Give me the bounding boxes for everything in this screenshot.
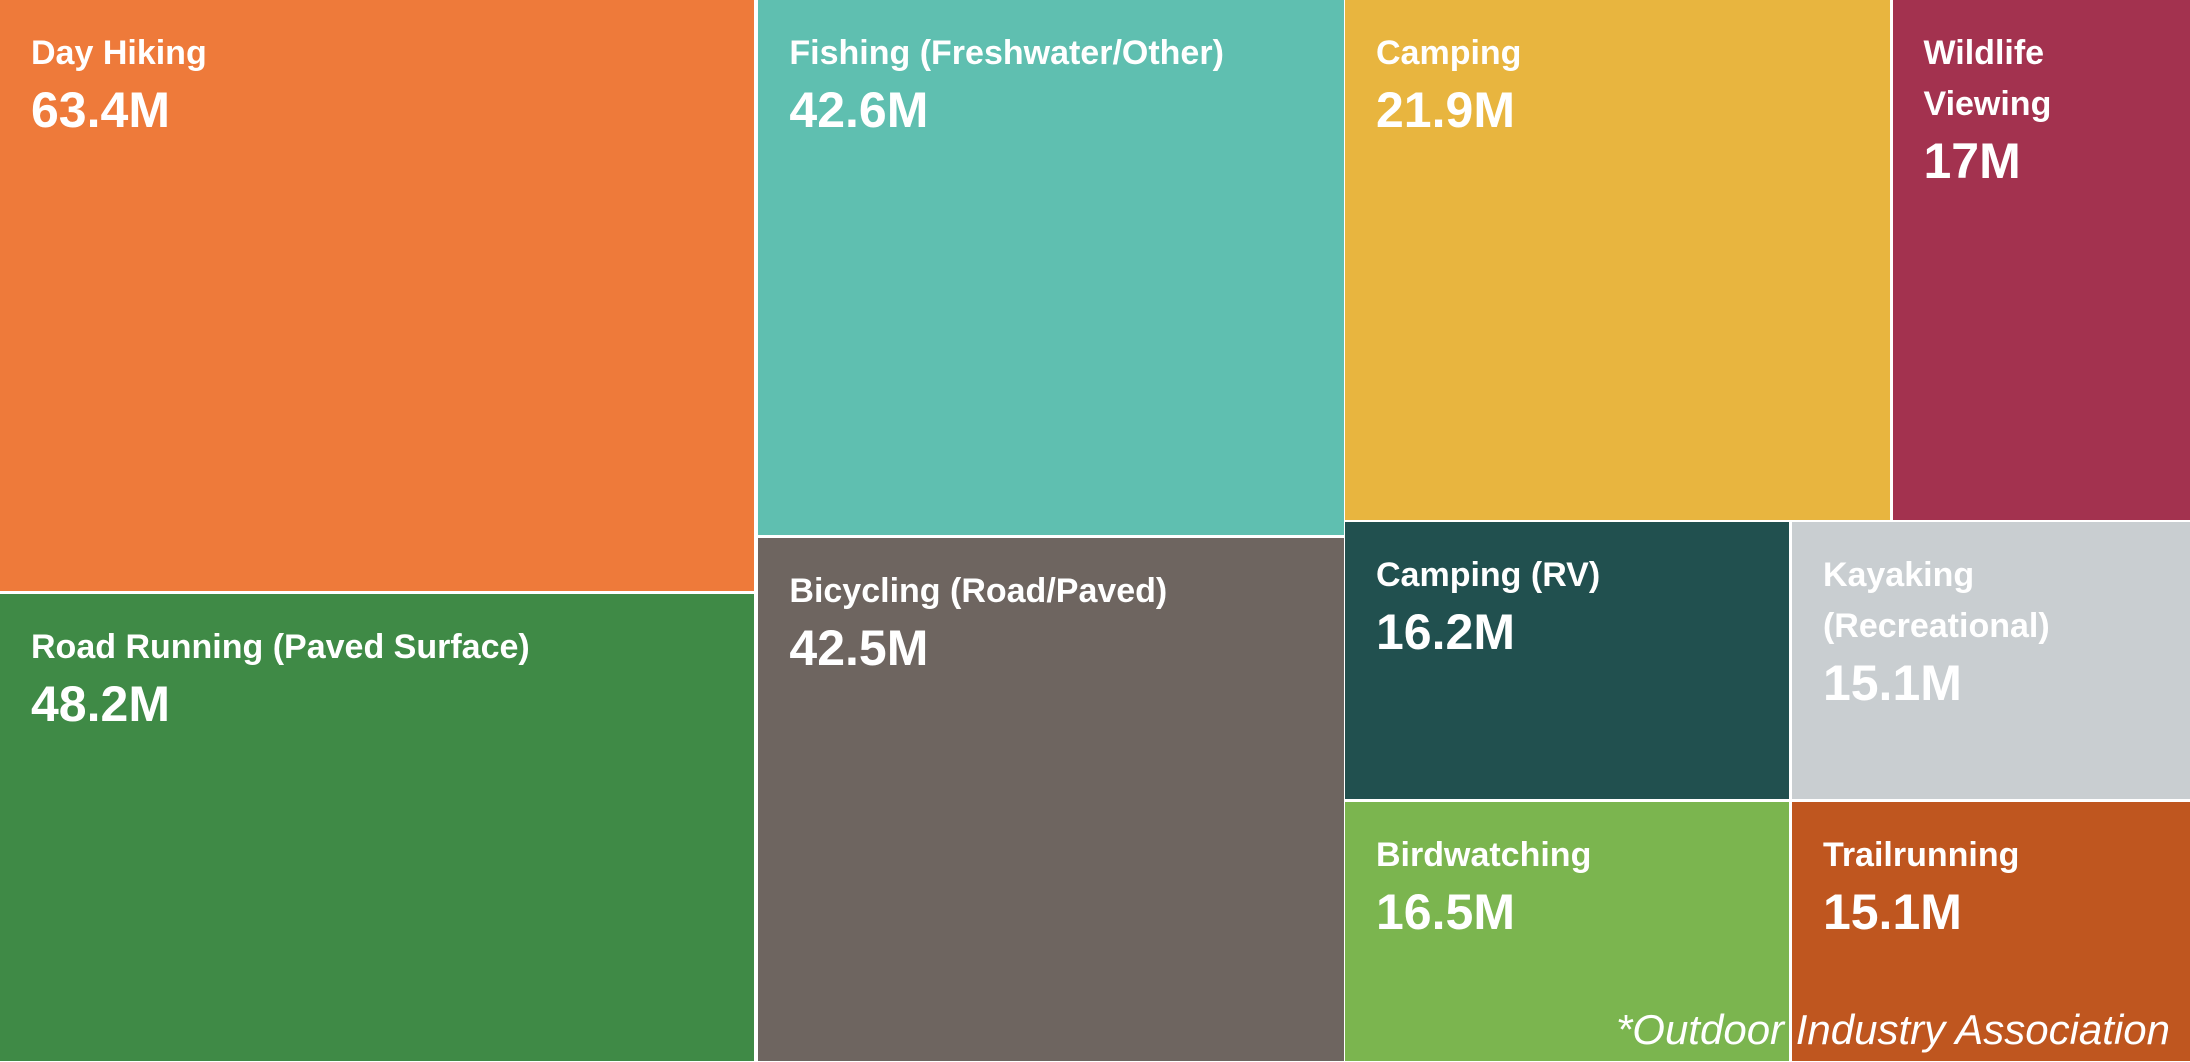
treemap-tile: Kayaking (Recreational) 15.1M — [1791, 522, 2190, 799]
tile-label: Birdwatching 16.5M — [1376, 830, 1781, 940]
tile-label: Fishing (Freshwater/Other) 42.6M — [789, 28, 1334, 138]
tile-value: 15.1M — [1822, 883, 1962, 940]
tile-label: Wildlife Viewing 17M — [1924, 28, 2134, 189]
tile-name: Day Hiking — [31, 34, 207, 72]
tile-label: Camping 21.9M — [1376, 28, 1879, 138]
tile-label: Camping (RV) 16.2M — [1376, 550, 1781, 660]
tile-value: 16.5M — [1376, 883, 1515, 940]
tile-name: Bicycling (Road/Paved) — [789, 571, 1168, 610]
tile-label: Trailrunning 15.1M — [1823, 830, 2186, 940]
tile-value: 48.2M — [31, 675, 170, 732]
treemap-tile: Day Hiking 63.4M — [0, 0, 755, 591]
tile-name: Trailrunning — [1822, 835, 2020, 874]
tile-value: 15.1M — [1822, 655, 1962, 712]
tile-value: 42.6M — [789, 82, 929, 138]
tile-name: Birdwatching — [1376, 835, 1592, 874]
tile-name: Road Running (Paved Surface) — [31, 627, 530, 666]
tile-label: Day Hiking 63.4M — [31, 28, 729, 138]
tile-value: 16.2M — [1376, 604, 1515, 661]
tile-name: Camping — [1376, 34, 1522, 72]
tile-value: 63.4M — [31, 82, 170, 138]
tile-value: 21.9M — [1376, 82, 1515, 138]
tile-value: 42.5M — [789, 619, 929, 676]
treemap-tile: Camping (RV) 16.2M — [1345, 522, 1790, 799]
treemap-tile: Trailrunning 15.1M — [1791, 801, 2190, 1062]
tile-value: 17M — [1923, 133, 2021, 189]
treemap-tile: Bicycling (Road/Paved) 42.5M — [758, 537, 1344, 1062]
tile-name: Camping (RV) — [1376, 556, 1601, 595]
treemap-tile: Fishing (Freshwater/Other) 42.6M — [758, 0, 1344, 535]
source-note: *Outdoor Industry Association — [1615, 1006, 2170, 1053]
tile-name: Fishing (Freshwater/Other) — [789, 34, 1224, 72]
treemap-tile: Birdwatching 16.5M — [1345, 801, 1790, 1062]
tile-label: Kayaking (Recreational) 15.1M — [1823, 550, 2102, 711]
tile-name: Wildlife Viewing — [1923, 34, 2052, 123]
tile-label: Bicycling (Road/Paved) 42.5M — [789, 566, 1334, 676]
treemap-tile: Camping 21.9M — [1345, 0, 1890, 520]
tile-name: Kayaking (Recreational) — [1822, 556, 2050, 646]
tile-label: Road Running (Paved Surface) 48.2M — [31, 622, 729, 732]
treemap-tile: Wildlife Viewing 17M — [1892, 0, 2190, 520]
treemap-tile: Road Running (Paved Surface) 48.2M — [0, 593, 755, 1062]
